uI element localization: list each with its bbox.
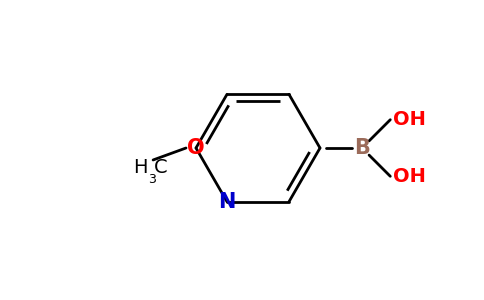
Text: O: O (187, 138, 205, 158)
Text: B: B (354, 138, 370, 158)
Text: OH: OH (393, 110, 426, 129)
Text: H: H (134, 158, 148, 178)
Text: N: N (218, 192, 236, 212)
Text: C: C (154, 158, 168, 178)
Text: OH: OH (393, 167, 426, 186)
Text: 3: 3 (148, 173, 156, 186)
